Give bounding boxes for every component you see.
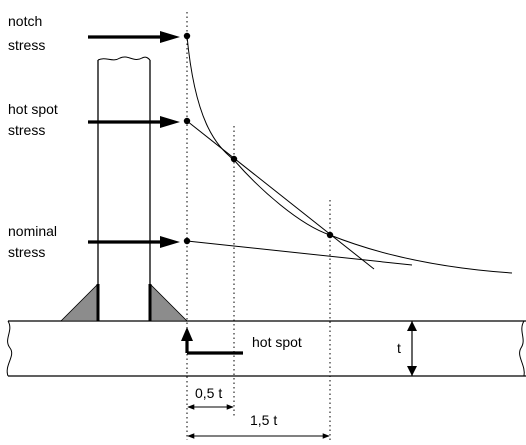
- stress-arrows: [88, 31, 180, 248]
- thickness-dimension: [407, 321, 417, 376]
- dimension-one-half-t-label: 1,5 t: [250, 412, 277, 428]
- stress-curve: [186, 35, 513, 274]
- reference-point-half-t: [230, 155, 238, 163]
- nominal-stress-label-line1: nominal: [8, 223, 57, 239]
- reference-point-one-half-t: [326, 231, 334, 239]
- thickness-label: t: [397, 340, 401, 356]
- attachment-plate: [97, 56, 151, 321]
- plate-break-left: [6, 320, 13, 377]
- nominal-stress-label-line2: stress: [8, 244, 45, 260]
- weld-left: [60, 283, 99, 322]
- hot-spot-marker: [181, 327, 243, 355]
- notch-stress-point: [183, 32, 191, 40]
- hot-spot-stress-label-line1: hot spot: [8, 101, 58, 117]
- hot-spot-label: hot spot: [252, 334, 302, 350]
- reference-lines: [186, 12, 331, 440]
- nominal-stress-point: [183, 237, 191, 245]
- hot-spot-stress-point: [183, 117, 191, 125]
- weld-right: [149, 283, 188, 322]
- notch-stress-label-line2: stress: [8, 37, 45, 53]
- hot-spot-stress-label-line2: stress: [8, 122, 45, 138]
- plate-break-right: [519, 320, 525, 377]
- attachment-break: [97, 56, 151, 61]
- stress-points: [183, 32, 334, 245]
- notch-stress-label-line1: notch: [8, 13, 42, 29]
- extrapolation-line: [186, 120, 375, 270]
- dimension-half-t-label: 0,5 t: [195, 385, 222, 401]
- nominal-stress-line: [186, 240, 413, 266]
